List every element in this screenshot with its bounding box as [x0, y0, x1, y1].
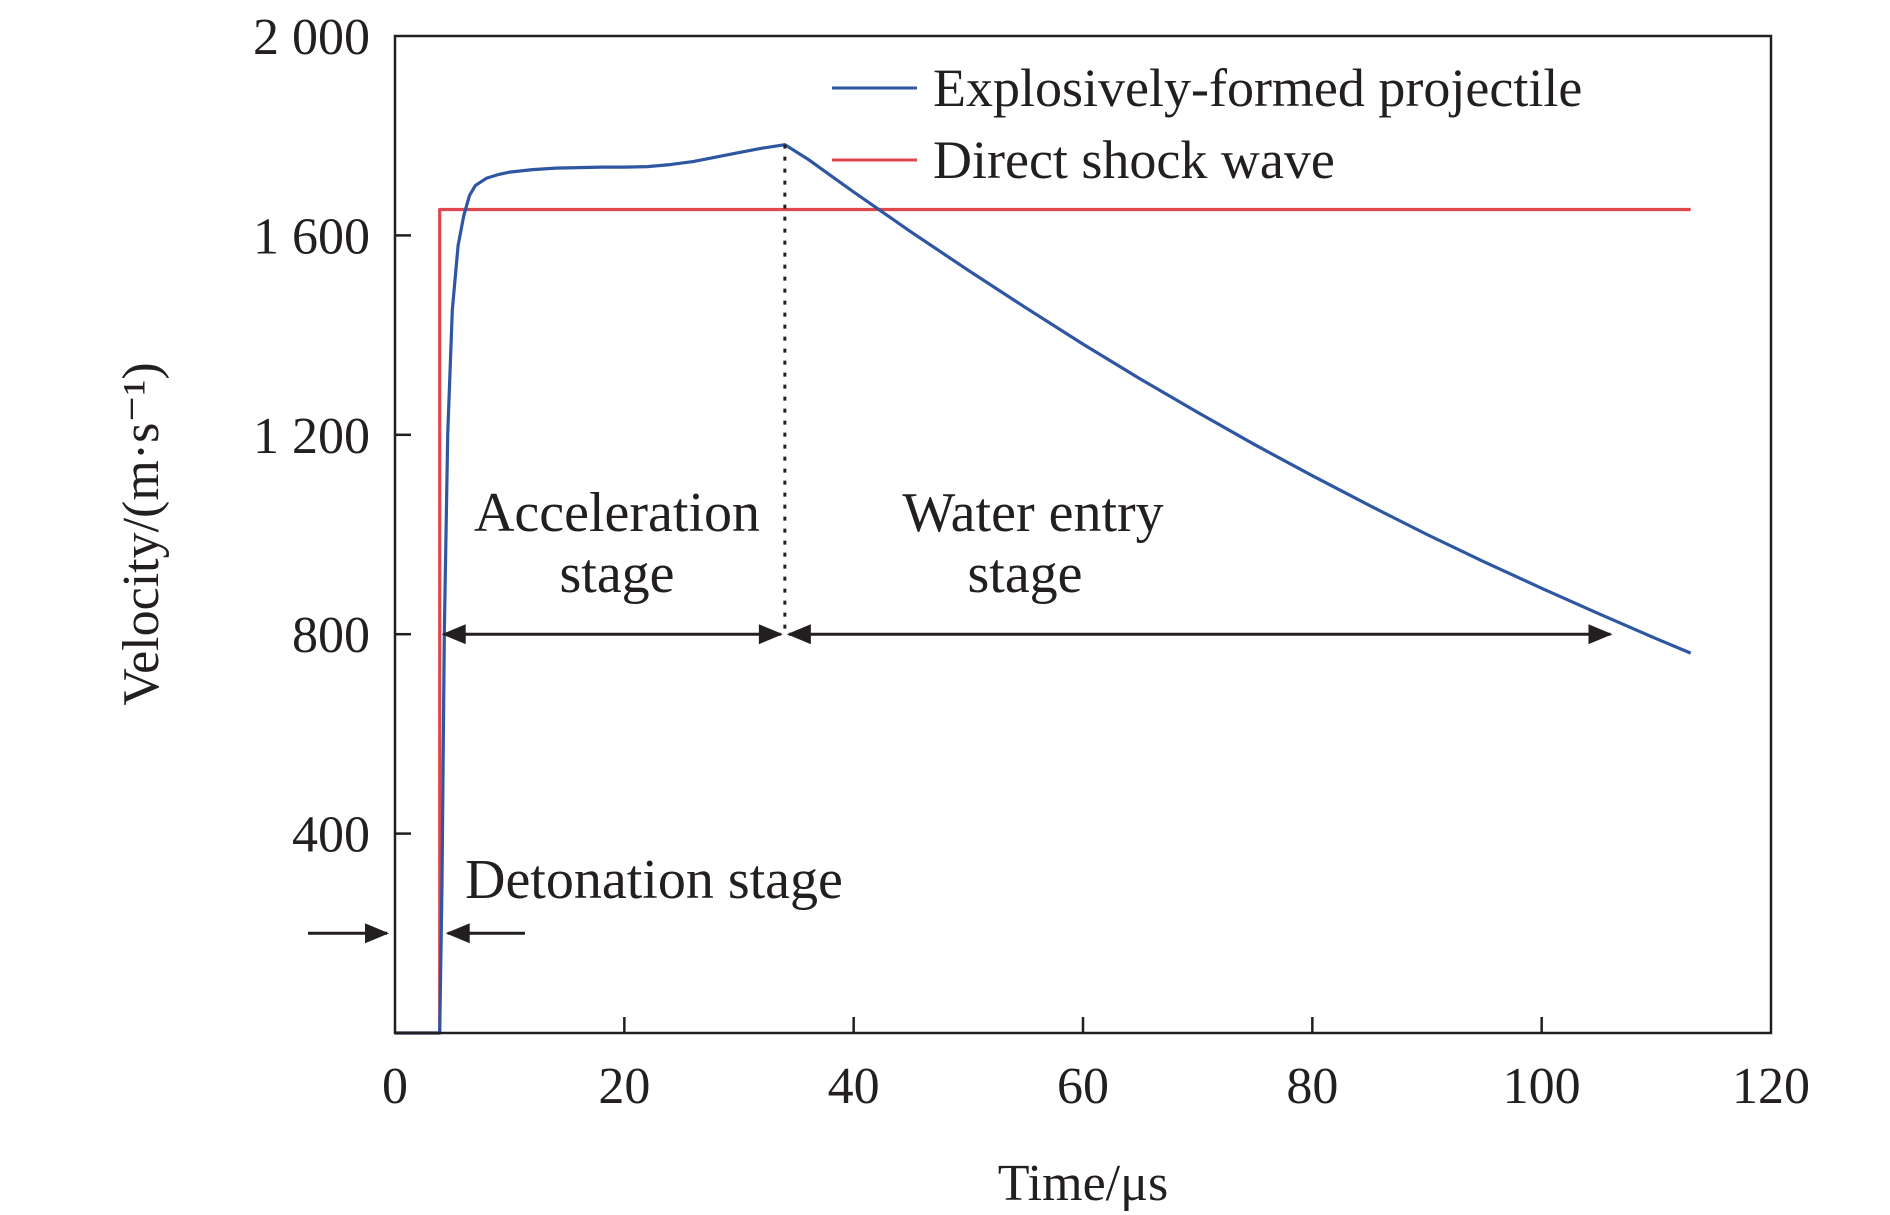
- y-tick-label: 400: [292, 807, 370, 864]
- x-tick-label: 40: [828, 1058, 880, 1115]
- x-tick-label: 0: [382, 1058, 408, 1115]
- y-axis-label: Velocity/(m·s⁻¹): [113, 362, 170, 705]
- y-tick-label: 1 600: [253, 208, 370, 265]
- x-tick-label: 100: [1503, 1058, 1581, 1115]
- y-tick-label: 1 200: [253, 408, 370, 465]
- series-line-projectile: [395, 143, 1692, 1035]
- x-tick-label: 120: [1732, 1058, 1810, 1115]
- x-tick-label: 20: [598, 1058, 650, 1115]
- legend-label-projectile: Explosively-formed projectile: [933, 58, 1582, 118]
- x-axis-label: Time/μs: [998, 1155, 1168, 1212]
- acceleration-stage-label: stage: [559, 543, 674, 605]
- x-tick-label: 80: [1286, 1058, 1338, 1115]
- legend-label-shock-wave: Direct shock wave: [933, 130, 1335, 190]
- y-tick-label: 800: [292, 607, 370, 664]
- water-entry-stage-label: stage: [967, 543, 1082, 605]
- legend: Explosively-formed projectile Direct sho…: [832, 58, 1582, 190]
- tick-layer: 0 20 40 60 80 100 120 400 800 1 200 1 600 2 000: [253, 9, 1810, 1115]
- y-tick-label: 2 000: [253, 9, 370, 66]
- x-tick-label: 60: [1057, 1058, 1109, 1115]
- acceleration-stage-label: Acceleration: [474, 482, 760, 544]
- water-entry-stage-label: Water entry: [902, 482, 1163, 544]
- detonation-stage-label: Detonation stage: [465, 849, 843, 911]
